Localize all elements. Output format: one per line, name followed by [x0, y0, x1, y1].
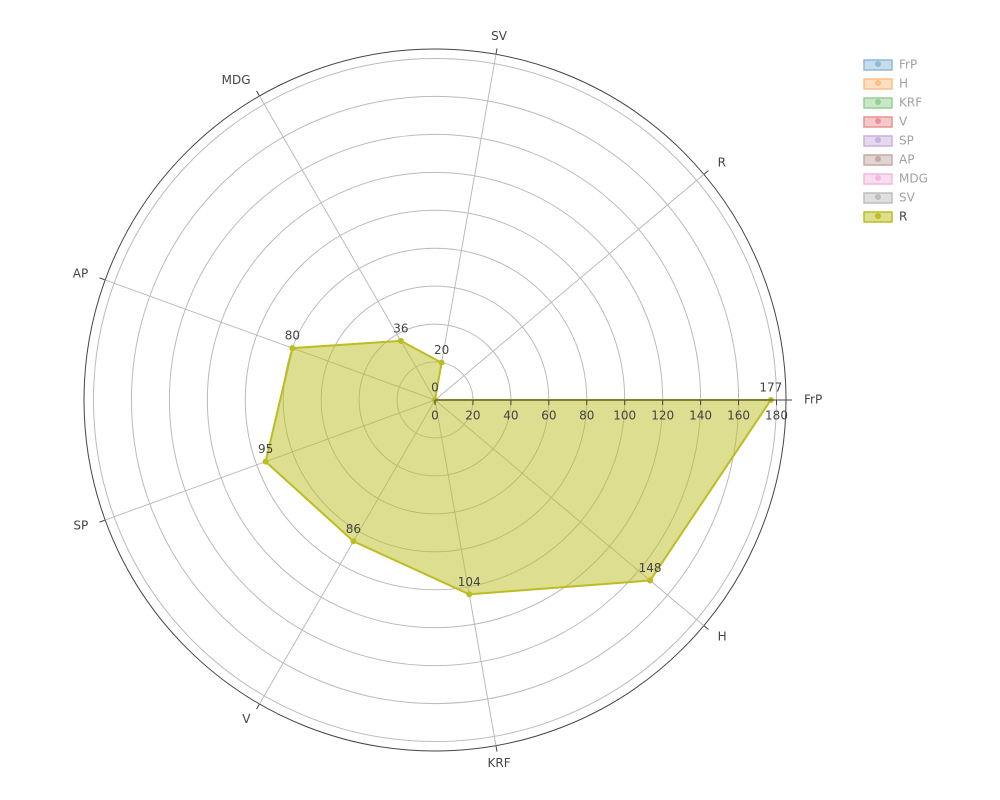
legend-marker	[875, 137, 881, 143]
spoke-tick	[495, 745, 498, 752]
r-tick-label: 60	[541, 409, 556, 423]
data-label: 36	[393, 321, 408, 335]
data-label: 80	[285, 329, 300, 343]
legend-marker	[875, 194, 881, 200]
category-label: FrP	[804, 393, 822, 407]
legend-marker	[875, 156, 881, 162]
legend-marker	[875, 175, 881, 181]
data-point	[350, 538, 357, 545]
legend-item: R	[863, 210, 907, 224]
data-point	[289, 345, 296, 352]
legend-label: SV	[899, 191, 916, 205]
legend-marker	[875, 61, 881, 67]
r-tick-label: 100	[613, 409, 636, 423]
legend-marker	[875, 80, 881, 86]
spoke-tick	[703, 625, 709, 630]
r-tick-label: 20	[465, 409, 480, 423]
legend-label: V	[899, 115, 908, 129]
data-label: 148	[639, 561, 662, 575]
data-label: 0	[431, 381, 439, 395]
legend-label: KRF	[899, 96, 922, 110]
data-label: 20	[434, 343, 449, 357]
r-tick-label: 120	[651, 409, 674, 423]
category-label: H	[718, 630, 727, 644]
legend-item: KRF	[863, 96, 922, 110]
data-point	[647, 577, 654, 584]
legend-item: MDG	[863, 172, 928, 186]
data-point	[397, 337, 404, 344]
data-point	[466, 591, 473, 598]
legend-label: H	[899, 77, 908, 91]
spoke-tick	[256, 703, 260, 710]
data-point	[262, 458, 269, 465]
r-tick-label: 80	[579, 409, 594, 423]
spoke-tick	[256, 90, 260, 97]
data-label: 86	[346, 522, 361, 536]
legend-label: AP	[899, 153, 914, 167]
r-tick-label: 40	[503, 409, 518, 423]
category-label: SP	[73, 519, 88, 533]
r-tick-label: 140	[689, 409, 712, 423]
data-point	[438, 359, 445, 366]
spoke-tick	[495, 48, 498, 55]
legend-label: FrP	[899, 58, 917, 72]
legend-item: SP	[863, 134, 914, 148]
spoke	[434, 54, 497, 401]
legend-marker	[875, 118, 881, 124]
category-label: R	[718, 155, 726, 169]
legend-marker	[875, 99, 881, 105]
legend-marker	[875, 213, 881, 219]
legend-item: SV	[863, 191, 916, 205]
category-label: AP	[73, 266, 88, 280]
legend-item: AP	[863, 153, 914, 167]
spoke-tick	[99, 519, 106, 523]
r-tick-label: 160	[727, 409, 750, 423]
category-label: KRF	[488, 756, 511, 770]
legend-label: SP	[899, 134, 914, 148]
category-label: V	[242, 712, 251, 726]
r-tick-label: 0	[431, 409, 439, 423]
spoke	[434, 173, 705, 401]
spoke-tick	[99, 277, 106, 281]
legend-label: R	[899, 210, 907, 224]
series-area	[264, 339, 773, 596]
legend-label: MDG	[899, 172, 928, 186]
spoke-tick	[703, 170, 709, 175]
category-label: MDG	[222, 73, 251, 87]
data-label: 95	[258, 442, 273, 456]
category-label: SV	[491, 29, 508, 43]
data-label: 104	[458, 575, 481, 589]
legend-item: H	[863, 77, 908, 91]
legend-item: V	[863, 115, 908, 129]
data-label: 177	[759, 381, 782, 395]
legend-item: FrP	[863, 58, 917, 72]
r-tick-label: 180	[765, 409, 788, 423]
